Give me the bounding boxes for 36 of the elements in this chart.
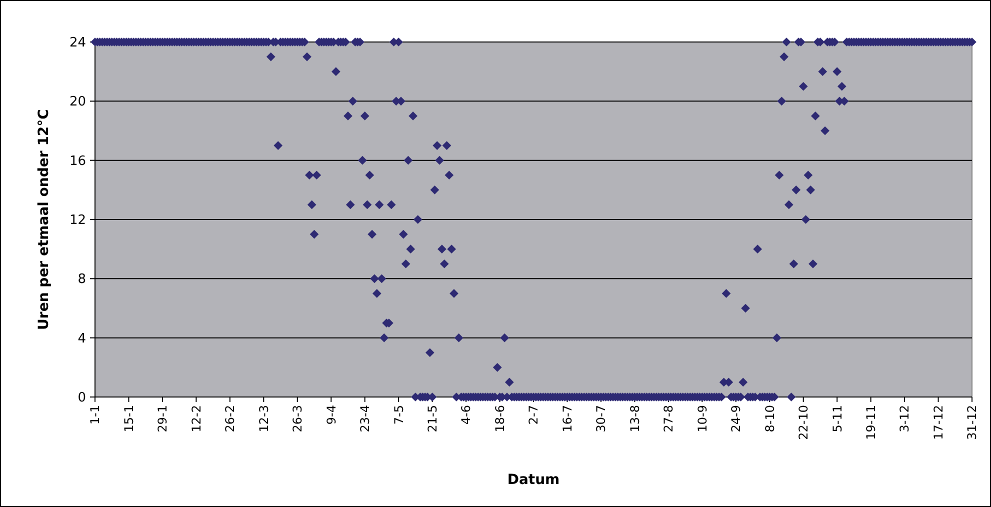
x-tick-label: 2-7 <box>526 405 541 425</box>
y-tick-label: 0 <box>78 390 86 406</box>
y-tick-label: 20 <box>69 94 86 110</box>
x-tick-label: 18-6 <box>492 405 507 432</box>
x-tick-label: 29-1 <box>156 405 170 432</box>
x-tick-label: 23-4 <box>358 405 372 432</box>
x-tick-label: 24-9 <box>729 405 744 432</box>
x-tick-label: 1-1 <box>88 405 102 425</box>
x-tick-label: 7-5 <box>392 405 406 425</box>
y-tick-label: 8 <box>78 272 86 288</box>
x-tick-label: 3-12 <box>898 405 912 432</box>
x-tick-label: 27-8 <box>662 405 676 432</box>
y-tick-label: 4 <box>78 331 86 346</box>
x-tick-label: 26-3 <box>290 405 305 432</box>
y-axis-title: Uren per etmaal onder 12°C <box>36 109 52 330</box>
y-tick-label: 16 <box>69 154 86 169</box>
x-tick-label: 12-3 <box>256 405 271 432</box>
x-tick-label: 16-7 <box>560 405 574 432</box>
y-tick-label: 12 <box>69 213 86 228</box>
x-tick-label: 31-12 <box>965 405 980 440</box>
y-tick-label: 24 <box>69 36 86 51</box>
x-tick-label: 13-8 <box>628 405 642 432</box>
x-tick-label: 10-9 <box>695 405 710 432</box>
x-tick-label: 19-11 <box>864 405 878 440</box>
x-tick-label: 8-10 <box>762 405 777 432</box>
x-tick-label: 15-1 <box>122 405 136 432</box>
x-tick-label: 30-7 <box>594 405 608 432</box>
x-tick-label: 5-11 <box>830 405 844 432</box>
x-tick-label: 9-4 <box>324 405 338 425</box>
x-tick-label: 4-6 <box>459 405 474 425</box>
x-tick-label: 17-12 <box>931 405 946 440</box>
x-tick-label: 22-10 <box>796 405 811 440</box>
x-tick-label: 26-2 <box>223 405 238 432</box>
x-tick-label: 12-2 <box>189 405 204 432</box>
x-axis-title: Datum <box>507 472 560 488</box>
x-tick-label: 21-5 <box>426 405 440 432</box>
